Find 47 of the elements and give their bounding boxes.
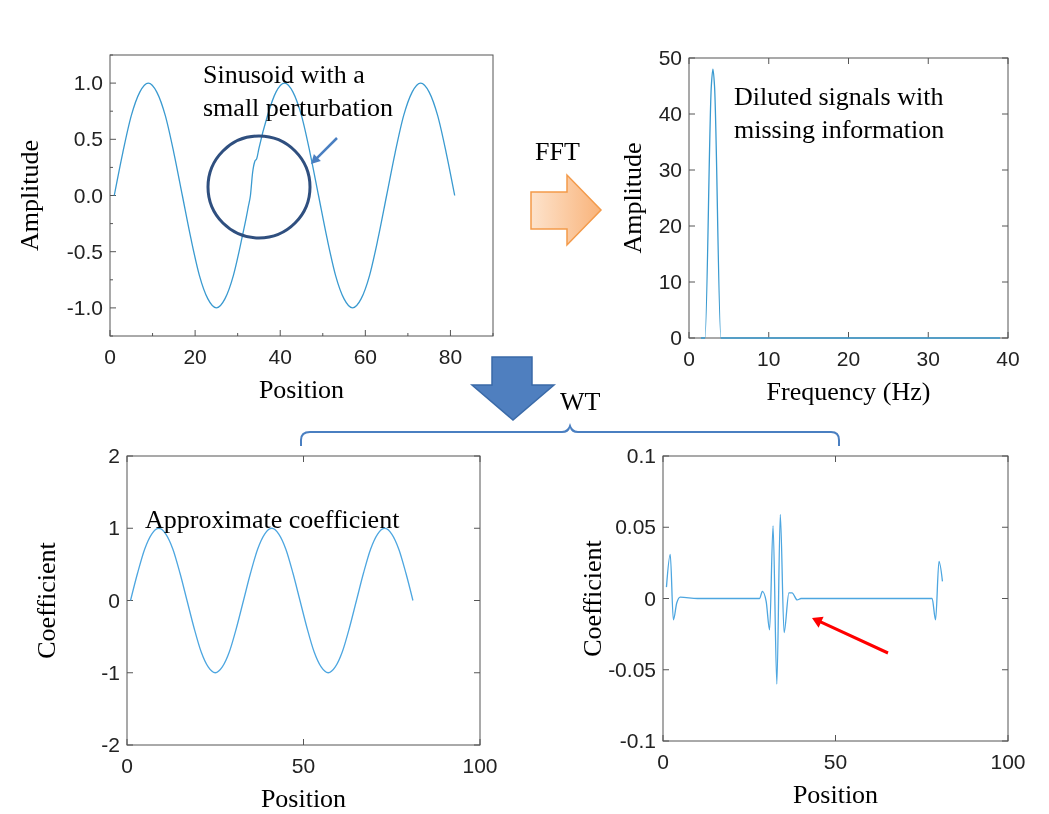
x-tick-label: 40	[996, 347, 1020, 370]
y-tick-label: 2	[108, 444, 120, 467]
annotation: Diluted signals with missing information	[734, 82, 945, 144]
y-tick-label: 0	[670, 326, 682, 349]
line-series	[113, 82, 456, 309]
y-tick-label: 0.1	[626, 444, 656, 467]
x-tick-label: 50	[823, 750, 848, 773]
line-series	[665, 513, 944, 685]
x-tick-label: 30	[916, 347, 940, 370]
y-tick-label: -0.05	[608, 657, 656, 681]
y-axis-title: Coefficient	[578, 539, 607, 657]
y-axis-title: Coefficient	[32, 541, 61, 659]
x-tick-label: 10	[757, 347, 781, 370]
y-tick-label: 0	[644, 586, 656, 610]
x-axis-title: Position	[258, 375, 345, 404]
y-tick-label: 30	[658, 158, 682, 181]
text: WT	[560, 387, 601, 416]
y-tick-label: -0.5	[66, 239, 103, 263]
y-tick-label: 0.5	[73, 127, 103, 151]
text: FFT	[535, 137, 580, 166]
x-axis-title: Frequency (Hz)	[766, 377, 931, 406]
y-tick-label: 0	[108, 588, 120, 612]
x-tick-label: 100	[462, 754, 498, 777]
x-tick-label: 60	[353, 345, 378, 368]
y-tick-label: -1.0	[66, 295, 103, 319]
x-axis-title: Position	[792, 780, 879, 809]
x-tick-label: 40	[268, 345, 292, 368]
y-tick-label: 40	[658, 102, 682, 125]
y-axis-title: Amplitude	[618, 142, 647, 254]
y-tick-label: 1.0	[73, 71, 103, 95]
y-tick-label: -0.1	[619, 729, 656, 752]
y-tick-label: 1	[108, 516, 120, 540]
y-tick-label: -1	[101, 660, 120, 684]
annotation: Approximate coefficient	[145, 505, 401, 534]
x-tick-label: 100	[990, 750, 1026, 773]
x-axis-title: Position	[260, 784, 347, 813]
y-tick-label: 50	[658, 46, 682, 69]
x-tick-label: 20	[183, 345, 207, 368]
x-tick-label: 80	[438, 345, 463, 368]
x-tick-label: 20	[836, 347, 861, 370]
y-tick-label: 0.0	[73, 183, 103, 207]
y-tick-label: 0.05	[615, 515, 656, 539]
x-tick-label: 50	[291, 754, 316, 777]
y-tick-label: -2	[101, 733, 120, 756]
y-tick-label: 20	[658, 214, 682, 237]
y-axis-title: Amplitude	[15, 139, 44, 252]
y-tick-label: 10	[658, 270, 682, 293]
